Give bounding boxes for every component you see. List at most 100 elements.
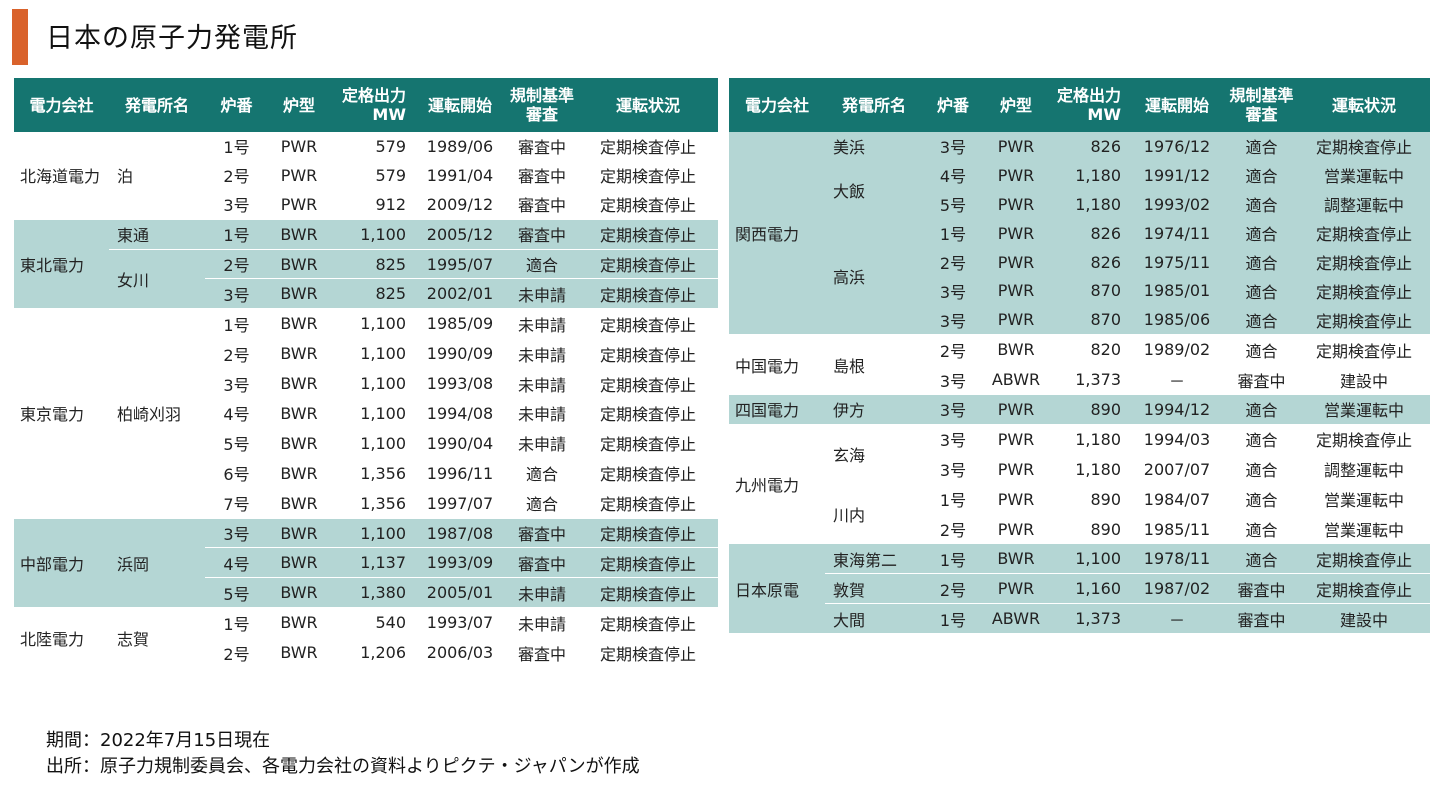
start-date-cell: 1989/06 (426, 136, 494, 156)
review-cell: 未申請 (506, 607, 578, 638)
start-date-cell: 2007/07 (1129, 453, 1225, 485)
company-group: 中部電力 浜岡 3号 BWR 1,100 1987/08 審査中 定期検査停止 4号 BWR 1,1… (14, 517, 718, 608)
status-cell: 定期検査停止 (578, 547, 718, 578)
output-cell: 826 (1049, 247, 1129, 277)
start-date-cell: 1975/11 (1129, 247, 1225, 277)
table-row: 大飯 4号 PWR 1,180 1991/12 適合 営業運転中 (729, 160, 1430, 219)
source-note: 出所：原子力規制委員会、各電力会社の資料よりピクテ・ジャパンが作成 (46, 756, 640, 777)
reactor-type-cell: PWR (983, 453, 1049, 485)
table-row: 2号 BWR 1,206 2006/03 審査中 定期検査停止 (14, 637, 718, 668)
status-cell: 定期検査停止 (578, 278, 718, 309)
status-cell: 定期検査停止 (1298, 573, 1430, 604)
unit-cell: 4号 (205, 547, 268, 578)
status-cell: 定期検査停止 (578, 248, 718, 279)
status-cell: 定期検査停止 (578, 338, 718, 369)
table-row: 5号 BWR 1,100 1990/04 未申請 定期検査停止 (14, 427, 718, 459)
plant-name-cell: 高浜 (825, 218, 923, 335)
review-cell: 適合 (1225, 483, 1298, 515)
review-cell: 適合 (1225, 160, 1298, 190)
reactor-type-cell: PWR (983, 247, 1049, 277)
company-group: 関西電力 美浜 3号 PWR 826 1976/12 適合 定期検査停止 大飯 4号 PWR 1,18… (729, 132, 1430, 335)
start-date-cell: 1976/12 (1129, 132, 1225, 161)
output-cell: 825 (330, 248, 414, 279)
start-date-cell: 1993/08 (414, 368, 506, 399)
start-date-cell: 1985/09 (414, 308, 506, 339)
reactor-type-cell: BWR (268, 368, 330, 399)
review-cell: 未申請 (506, 308, 578, 339)
header-plant: 発電所名 (825, 78, 923, 132)
start-date-cell: － (1129, 364, 1225, 395)
unit-cell: 3号 (923, 453, 983, 485)
table-row: 2号 PWR 890 1985/11 適合 営業運転中 (729, 513, 1430, 544)
reactor-type-cell: PWR (983, 132, 1049, 161)
reactor-type-cell: BWR (268, 517, 330, 548)
header-type: 炉型 (983, 78, 1049, 132)
start-date-cell: 1984/07 (1129, 483, 1225, 515)
review-cell: 適合 (1225, 394, 1298, 425)
review-cell: 適合 (1225, 218, 1298, 248)
unit-cell: 2号 (923, 247, 983, 277)
unit-cell: 2号 (205, 637, 268, 668)
unit-cell: 5号 (923, 189, 983, 219)
start-date-cell: 1987/02 (1129, 573, 1225, 604)
start-date-cell: 1993/09 (414, 547, 506, 578)
company-cell: 四国電力 (729, 394, 825, 425)
header-plant: 発電所名 (109, 78, 205, 132)
unit-cell: 1号 (223, 138, 250, 158)
output-cell: 1,180 (1049, 160, 1129, 190)
output-cell: 579 (375, 165, 406, 185)
review-cell: 未申請 (506, 368, 578, 399)
output-cell: 1,160 (1049, 573, 1129, 604)
output-cell: 1,100 (330, 368, 414, 399)
company-group: 中国電力 島根 2号 BWR 820 1989/02 適合 定期検査停止 3号 ABWR 1,373… (729, 334, 1430, 395)
table-row: 3号 ABWR 1,373 －審査中 建設中 (729, 364, 1430, 395)
start-date-cell: 2006/03 (414, 637, 506, 668)
reactor-type-cell: PWR (983, 160, 1049, 190)
plant-name-cell: 川内 (825, 483, 923, 544)
review-cell: 適合 (1225, 132, 1298, 161)
header-output-unit: MW (1087, 105, 1121, 124)
status-cell: 定期検査停止 (599, 196, 696, 216)
table-row: 中国電力 島根 2号 BWR 820 1989/02 適合 定期検査停止 (729, 334, 1430, 395)
output-cell: 1,180 (1049, 189, 1129, 219)
header-output: 定格出力 MW (1049, 78, 1129, 132)
header-unit: 炉番 (923, 78, 983, 132)
output-cell: 825 (330, 278, 414, 309)
company-group: 東北電力 東通 1号 BWR 1,100 2005/12 審査中 定期検査停止 女川 2号 BWR 8… (14, 218, 718, 309)
review-cell: 審査中 (506, 637, 578, 668)
company-group: 北海道電力泊 1号 PWR 579 1989/06 審査中 定期検査停止 2号 PWR 579 19… (14, 132, 718, 219)
reactor-type-cell: BWR (268, 278, 330, 309)
table-row: 5号 PWR 1,180 1993/02 適合 調整運転中 (729, 189, 1430, 219)
unit-cell: 1号 (923, 543, 983, 574)
output-cell: 890 (1049, 483, 1129, 515)
table-row: 東京電力 柏崎刈羽 1号 BWR 1,100 1985/09 未申請 定期検査停止 (14, 308, 718, 519)
table-row: 九州電力 玄海 3号 PWR 1,180 1994/03 適合 定期検査停止 (729, 423, 1430, 544)
unit-cell: 3号 (223, 196, 250, 216)
start-date-cell: － (1129, 603, 1225, 634)
review-cell: 適合 (1225, 453, 1298, 485)
status-cell: 定期検査停止 (578, 218, 718, 250)
review-cell: 適合 (1225, 189, 1298, 219)
table-row: 四国電力 伊方 3号 PWR 890 1994/12 適合 営業運転中 (729, 394, 1430, 425)
unit-cell: 3号 (923, 305, 983, 335)
review-cell: 審査中 (517, 167, 566, 187)
start-date-cell: 1991/12 (1129, 160, 1225, 190)
start-date-cell: 1974/11 (1129, 218, 1225, 248)
status-cell: 定期検査停止 (578, 427, 718, 459)
plant-name-cell: 柏崎刈羽 (109, 308, 205, 519)
start-date-cell: 2002/01 (414, 278, 506, 309)
reactor-type-cell: BWR (983, 334, 1049, 365)
reactor-type-cell: BWR (268, 577, 330, 608)
status-cell: 建設中 (1298, 603, 1430, 634)
reactor-type-cell: PWR (983, 513, 1049, 544)
reactor-type-cell: PWR (983, 394, 1049, 425)
review-cell: 適合 (1225, 543, 1298, 574)
reactor-type-cell: PWR (983, 483, 1049, 515)
reactor-type-cell: BWR (983, 543, 1049, 574)
reactor-type-cell: ABWR (983, 364, 1049, 395)
reactor-type-cell: PWR (280, 194, 318, 214)
plants-table-left: 電力会社 発電所名 炉番 炉型 定格出力 MW 運転開始 規制基準 審査 運転状… (14, 78, 718, 668)
review-cell: 審査中 (1225, 573, 1298, 604)
status-cell: 定期検査停止 (1298, 132, 1430, 161)
unit-cell: 1号 (205, 308, 268, 339)
